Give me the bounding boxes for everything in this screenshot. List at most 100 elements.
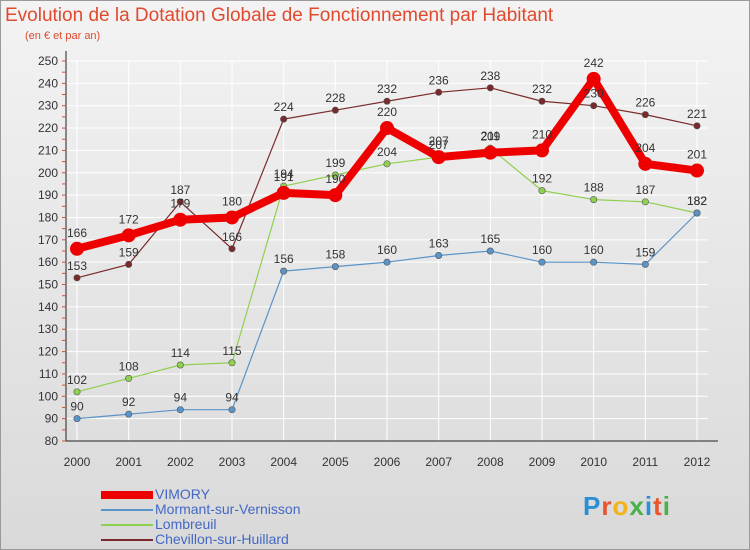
data-label: 192 (532, 172, 552, 186)
x-tick-label: 2005 (322, 455, 349, 469)
y-tick-label: 170 (38, 233, 58, 247)
data-label: 210 (532, 127, 552, 141)
data-labels: 153 159 187 166 224 228 232 236 238 232 230 226 221 1… (67, 56, 707, 414)
data-label: 232 (377, 82, 397, 96)
data-label: 228 (325, 91, 345, 105)
data-label: 114 (171, 346, 190, 360)
data-label: 204 (377, 145, 397, 159)
data-point (638, 156, 653, 171)
data-point (590, 102, 598, 110)
y-tick-label: 230 (38, 99, 58, 113)
data-label: 182 (687, 194, 707, 208)
data-label: 165 (480, 232, 500, 246)
data-label: 187 (170, 183, 190, 197)
data-point (176, 198, 184, 206)
y-tick-label: 150 (38, 278, 58, 292)
x-tick-label: 2004 (270, 455, 297, 469)
y-tick-label: 100 (38, 389, 58, 403)
data-label: 153 (67, 259, 87, 273)
x-tick-label: 2003 (219, 455, 246, 469)
data-point (331, 263, 339, 271)
data-label: 172 (119, 212, 139, 226)
data-label: 159 (119, 245, 139, 259)
x-tick-label: 2010 (580, 455, 607, 469)
data-point (121, 228, 136, 243)
data-label: 156 (274, 252, 294, 266)
proxiti-logo: Proxiti (583, 491, 671, 522)
data-label: 190 (325, 172, 345, 186)
data-point (228, 406, 236, 414)
data-label: 230 (584, 87, 604, 101)
data-point (280, 267, 288, 275)
data-label: 94 (174, 391, 188, 405)
data-point (383, 97, 391, 105)
legend-label: Mormant-sur-Vernisson (155, 501, 301, 517)
data-point (125, 260, 133, 268)
data-point (228, 359, 236, 367)
data-point (641, 260, 649, 268)
data-label: 191 (274, 170, 294, 184)
x-tick-label: 2001 (115, 455, 142, 469)
logo-letter: i (644, 491, 654, 521)
y-tick-label: 220 (38, 121, 58, 135)
chart-title: Evolution de la Dotation Globale de Fonc… (5, 5, 554, 26)
data-label: 238 (480, 69, 500, 83)
data-point (383, 258, 391, 266)
data-label: 182 (687, 194, 707, 208)
data-point (435, 88, 443, 96)
data-label: 221 (687, 107, 707, 121)
data-point (176, 361, 184, 369)
logo-letter: P (583, 491, 602, 521)
y-tick-label: 130 (38, 322, 58, 336)
y-tick-label: 140 (38, 300, 58, 314)
data-point (331, 171, 339, 179)
y-tick-label: 120 (38, 345, 58, 359)
data-point (276, 185, 291, 200)
data-point (486, 247, 494, 255)
data-point (538, 187, 546, 195)
y-tick-label: 160 (38, 255, 58, 269)
x-tick-label: 2011 (632, 455, 658, 469)
x-tick-label: 2008 (477, 455, 504, 469)
logo-letter: i (662, 491, 671, 521)
data-point (173, 212, 188, 227)
y-tick-label: 250 (38, 54, 58, 68)
data-label: 160 (532, 243, 552, 257)
legend-label: VIMORY (155, 486, 210, 502)
data-point (383, 160, 391, 168)
series-layer (70, 71, 704, 423)
data-point (538, 258, 546, 266)
data-point (73, 388, 81, 396)
logo-letter: r (601, 491, 613, 521)
data-label: 108 (119, 359, 139, 373)
data-point (586, 71, 601, 86)
data-label: 220 (377, 105, 397, 119)
y-tick-label: 200 (38, 166, 58, 180)
data-label: 201 (687, 148, 707, 162)
x-tick-label: 2007 (425, 455, 452, 469)
legend-swatch (101, 509, 153, 511)
grid (66, 60, 708, 442)
y-tick-label: 80 (45, 434, 59, 448)
x-tick-label: 2006 (374, 455, 401, 469)
data-point (693, 122, 701, 130)
y-tick-label: 240 (38, 76, 58, 90)
legend-swatch (101, 491, 153, 499)
data-point (590, 196, 598, 204)
y-tick-label: 90 (45, 412, 59, 426)
y-tick-label: 180 (38, 210, 58, 224)
logo-letter: t (653, 491, 663, 521)
data-point (590, 258, 598, 266)
data-point (73, 415, 81, 423)
data-label: 160 (584, 243, 604, 257)
y-tick-label: 210 (38, 143, 58, 157)
data-label: 207 (429, 138, 449, 152)
data-label: 211 (481, 129, 500, 143)
legend-swatch (101, 524, 153, 526)
data-point (486, 84, 494, 92)
data-point (483, 145, 498, 160)
data-point (693, 209, 701, 217)
legend-label: Lombreuil (155, 516, 217, 532)
